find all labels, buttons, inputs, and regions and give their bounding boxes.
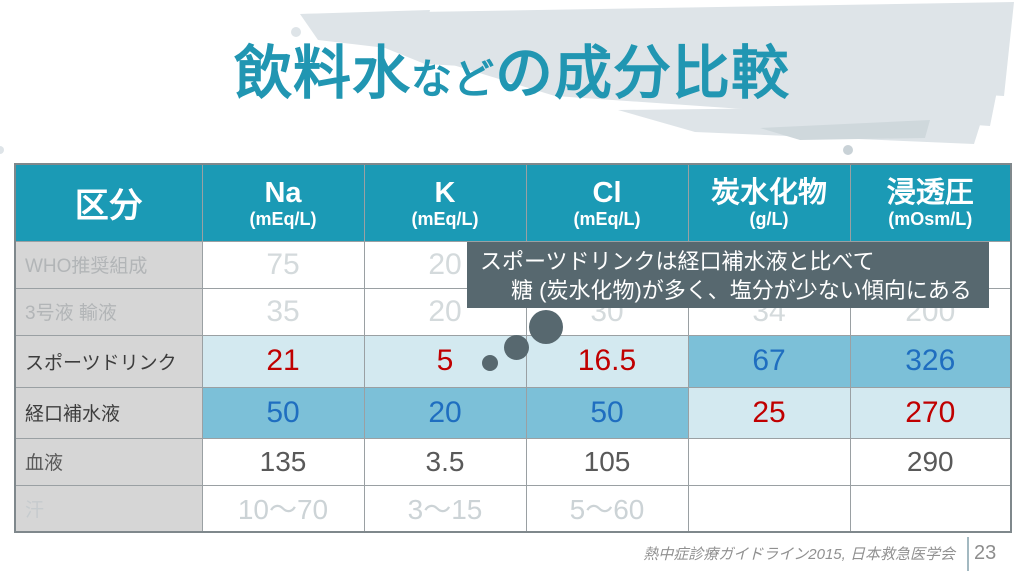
table-cell: 290 (849, 437, 1012, 486)
page-title-part-3: の成分比較 (495, 41, 791, 106)
header-label: K (434, 176, 456, 209)
header-label: 区分 (74, 187, 143, 226)
table-cell: 135 (201, 437, 365, 486)
callout-tail-dot-medium (504, 335, 529, 360)
header-unit: (mOsm/L) (888, 208, 973, 229)
table-cell: 67 (687, 334, 851, 388)
page-title-part-2: など (411, 56, 495, 102)
table-header-row: 区分 Na (mEq/L) K (mEq/L) Cl (mEq/L) 炭水化物 (g/L… (14, 163, 1012, 242)
table-cell: 75 (201, 240, 365, 289)
table-cell: 16.5 (525, 334, 689, 388)
header-label: Na (264, 176, 302, 209)
row-label: 血液 (14, 437, 203, 486)
table-cell (687, 484, 851, 533)
footer-divider (967, 537, 969, 571)
table-row-oral-rehydration: 経口補水液 50 20 50 25 270 (14, 386, 1012, 439)
header-cell-category: 区分 (14, 163, 203, 242)
table-cell: 50 (525, 386, 689, 439)
table-cell: 326 (849, 334, 1012, 388)
header-cell-osmolarity: 浸透圧 (mOsm/L) (849, 163, 1012, 242)
row-label: WHO推奨組成 (14, 240, 203, 289)
header-label: Cl (592, 176, 622, 209)
table-row-blood: 血液 135 3.5 105 290 (14, 437, 1012, 486)
callout-bubble: スポーツドリンクは経口補水液と比べて 糖 (炭水化物)が多く、塩分が少ない傾向に… (467, 242, 989, 308)
table-cell (849, 484, 1012, 533)
header-unit: (mEq/L) (411, 208, 479, 229)
table-cell: 3〜15 (363, 484, 527, 533)
header-cell-carbohydrate: 炭水化物 (g/L) (687, 163, 851, 242)
header-unit: (mEq/L) (249, 208, 317, 229)
table-cell: 10〜70 (201, 484, 365, 533)
brush-stroke-svg (0, 2, 1014, 155)
header-cell-na: Na (mEq/L) (201, 163, 365, 242)
header-label: 炭水化物 (710, 176, 827, 209)
header-unit: (g/L) (749, 208, 789, 229)
footer-citation: 熱中症診療ガイドライン2015, 日本救急医学会 (643, 546, 955, 563)
table-cell (687, 437, 851, 486)
table-row-sports-drink: スポーツドリンク 21 5 16.5 67 326 (14, 334, 1012, 388)
row-label: スポーツドリンク (14, 334, 203, 388)
header-label: 浸透圧 (886, 176, 974, 209)
page-number: 23 (974, 542, 997, 564)
page-title: 飲料水などの成分比較 (0, 26, 1024, 110)
row-label: 汗 (14, 484, 203, 533)
table-cell: 25 (687, 386, 851, 439)
table-row-sweat: 汗 10〜70 3〜15 5〜60 (14, 484, 1012, 533)
table-cell: 50 (201, 386, 365, 439)
table-cell: 5 (363, 334, 527, 388)
header-cell-cl: Cl (mEq/L) (525, 163, 689, 242)
header-unit: (mEq/L) (573, 208, 641, 229)
table-cell: 270 (849, 386, 1012, 439)
brush-stroke-decoration (0, 0, 1024, 170)
table-cell: 105 (525, 437, 689, 486)
header-cell-k: K (mEq/L) (363, 163, 527, 242)
table-cell: 35 (201, 287, 365, 336)
callout-tail-dot-large (529, 310, 563, 344)
row-label: 3号液 輸液 (14, 287, 203, 336)
callout-line-1: スポーツドリンクは経口補水液と比べて (480, 249, 875, 274)
table-cell: 20 (363, 386, 527, 439)
page-title-part-1: 飲料水 (233, 41, 411, 106)
table-cell: 3.5 (363, 437, 527, 486)
table-cell: 5〜60 (525, 484, 689, 533)
table-cell: 21 (201, 334, 365, 388)
callout-line-2: 糖 (炭水化物)が多く、塩分が少ない傾向にある (511, 278, 972, 303)
row-label: 経口補水液 (14, 386, 203, 439)
callout-tail-dot-small (482, 355, 498, 371)
